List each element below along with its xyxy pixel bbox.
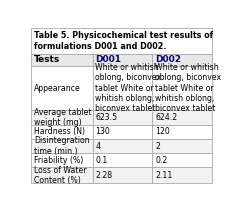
Bar bbox=[152, 125, 212, 139]
Bar bbox=[31, 167, 92, 183]
Text: 0.1: 0.1 bbox=[96, 156, 108, 165]
Bar bbox=[31, 110, 92, 125]
Text: Friability (%): Friability (%) bbox=[34, 156, 83, 165]
Text: 2.28: 2.28 bbox=[96, 171, 113, 180]
Text: 2: 2 bbox=[155, 141, 160, 151]
Bar bbox=[92, 139, 152, 153]
Bar bbox=[92, 167, 152, 183]
Bar bbox=[92, 153, 152, 167]
Text: 624.2: 624.2 bbox=[155, 113, 177, 122]
Text: 2.11: 2.11 bbox=[155, 171, 173, 180]
Bar bbox=[152, 110, 212, 125]
Text: 623.5: 623.5 bbox=[96, 113, 118, 122]
Bar bbox=[31, 139, 92, 153]
Bar bbox=[92, 125, 152, 139]
Text: Disintegration
time (min.): Disintegration time (min.) bbox=[34, 136, 90, 156]
Text: Average tablet
weight (mg): Average tablet weight (mg) bbox=[34, 108, 91, 127]
Bar bbox=[31, 153, 92, 167]
Bar bbox=[152, 167, 212, 183]
Bar bbox=[92, 54, 152, 66]
Text: Hardness (N): Hardness (N) bbox=[34, 127, 85, 136]
Text: White or whitish
oblong, biconvex
tablet White or
whitish oblong,
biconvex table: White or whitish oblong, biconvex tablet… bbox=[155, 63, 221, 113]
Text: 130: 130 bbox=[96, 127, 110, 136]
Text: 120: 120 bbox=[155, 127, 170, 136]
Text: 0.2: 0.2 bbox=[155, 156, 167, 165]
Text: Table 5. Physicochemical test results of
formulations D001 and D002.: Table 5. Physicochemical test results of… bbox=[34, 31, 214, 51]
Bar bbox=[92, 66, 152, 110]
Text: Appearance: Appearance bbox=[34, 84, 81, 93]
Bar bbox=[92, 110, 152, 125]
Bar bbox=[31, 125, 92, 139]
Text: Tests: Tests bbox=[34, 55, 60, 64]
Bar bbox=[31, 54, 92, 66]
Bar bbox=[152, 54, 212, 66]
Bar bbox=[152, 66, 212, 110]
Text: D001: D001 bbox=[96, 55, 122, 64]
Bar bbox=[31, 66, 92, 110]
Text: 4: 4 bbox=[96, 141, 100, 151]
Bar bbox=[152, 153, 212, 167]
Text: White or whitish
oblong, biconvex
tablet White or
whitish oblong,
biconvex table: White or whitish oblong, biconvex tablet… bbox=[96, 63, 162, 113]
Bar bbox=[152, 139, 212, 153]
Text: D002: D002 bbox=[155, 55, 181, 64]
Text: Loss of Water
Content (%): Loss of Water Content (%) bbox=[34, 166, 87, 185]
Bar bbox=[31, 28, 212, 54]
